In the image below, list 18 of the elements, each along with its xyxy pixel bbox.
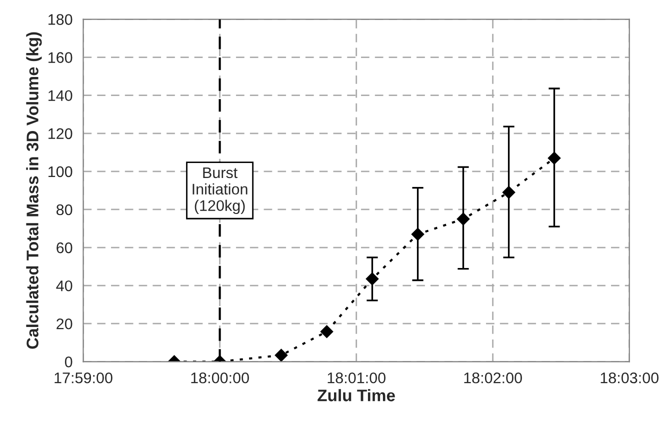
y-tick-label: 40 xyxy=(56,280,72,292)
x-tick-label: 18:02:00 xyxy=(464,372,522,384)
y-tick-label: 160 xyxy=(48,52,72,63)
x-tick-label: 17:59:00 xyxy=(54,372,112,384)
y-tick-label: 180 xyxy=(48,14,72,25)
y-tick-label: 20 xyxy=(56,318,72,330)
y-tick-label: 140 xyxy=(48,90,72,102)
ref-line-label: Burst Initiation (120kg) xyxy=(192,167,248,214)
x-axis-title: Zulu Time xyxy=(318,389,395,402)
x-tick-label: 18:03:00 xyxy=(600,372,659,384)
x-tick-label: 18:01:00 xyxy=(328,372,386,384)
y-tick-label: 60 xyxy=(56,242,72,254)
y-axis-title: Calculated Total Mass in 3D Volume (kg) xyxy=(26,32,42,349)
y-tick-label: 80 xyxy=(56,204,72,216)
x-tick-label: 18:00:00 xyxy=(191,372,249,384)
y-tick-label: 100 xyxy=(48,166,72,178)
y-tick-label: 0 xyxy=(64,356,72,368)
y-tick-label: 120 xyxy=(48,128,72,140)
